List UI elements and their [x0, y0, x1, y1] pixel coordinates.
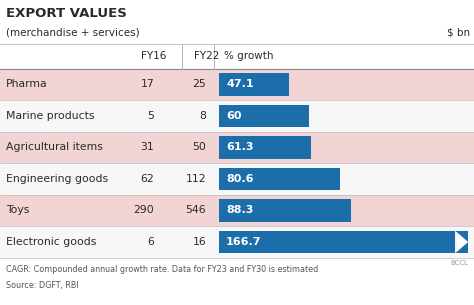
Text: Marine products: Marine products: [6, 111, 94, 121]
Text: 61.3: 61.3: [226, 142, 254, 152]
Bar: [0, 226, 474, 258]
Text: $ bn: $ bn: [447, 27, 470, 37]
Bar: [0, 163, 474, 195]
Bar: [219, 231, 468, 253]
Text: 16: 16: [192, 237, 206, 247]
Text: (merchandise + services): (merchandise + services): [6, 27, 139, 37]
Text: 25: 25: [192, 79, 206, 89]
Text: 166.7: 166.7: [226, 237, 262, 247]
Polygon shape: [455, 231, 468, 253]
Bar: [219, 105, 309, 127]
Bar: [219, 73, 290, 96]
Text: FY22: FY22: [193, 52, 219, 61]
Text: Toys: Toys: [6, 206, 29, 215]
Text: Source: DGFT, RBI: Source: DGFT, RBI: [6, 281, 78, 290]
Text: 47.1: 47.1: [226, 79, 254, 89]
Text: 112: 112: [185, 174, 206, 184]
Text: 5: 5: [147, 111, 154, 121]
Bar: [0, 132, 474, 163]
Text: EXPORT VALUES: EXPORT VALUES: [6, 7, 127, 20]
Bar: [219, 136, 310, 159]
Text: 546: 546: [185, 206, 206, 215]
Text: BCCL: BCCL: [450, 260, 468, 266]
Bar: [219, 167, 339, 190]
Text: 8: 8: [199, 111, 206, 121]
Text: 6: 6: [147, 237, 154, 247]
Text: 50: 50: [192, 142, 206, 152]
Bar: [0, 195, 474, 226]
Text: 60: 60: [226, 111, 242, 121]
Bar: [219, 199, 351, 222]
Text: Agricultural items: Agricultural items: [6, 142, 102, 152]
Text: 31: 31: [140, 142, 154, 152]
Text: Electronic goods: Electronic goods: [6, 237, 96, 247]
Text: Engineering goods: Engineering goods: [6, 174, 108, 184]
Bar: [0, 100, 474, 132]
Text: 88.3: 88.3: [226, 206, 254, 215]
Text: Pharma: Pharma: [6, 79, 47, 89]
Text: 17: 17: [140, 79, 154, 89]
Text: 290: 290: [133, 206, 154, 215]
Text: 80.6: 80.6: [226, 174, 254, 184]
Text: % growth: % growth: [224, 52, 273, 61]
Text: FY16: FY16: [141, 52, 167, 61]
Bar: [0, 69, 474, 100]
Text: 62: 62: [140, 174, 154, 184]
Polygon shape: [457, 235, 466, 249]
Text: CAGR: Compounded annual growth rate. Data for FY23 and FY30 is estimated: CAGR: Compounded annual growth rate. Dat…: [6, 265, 318, 275]
